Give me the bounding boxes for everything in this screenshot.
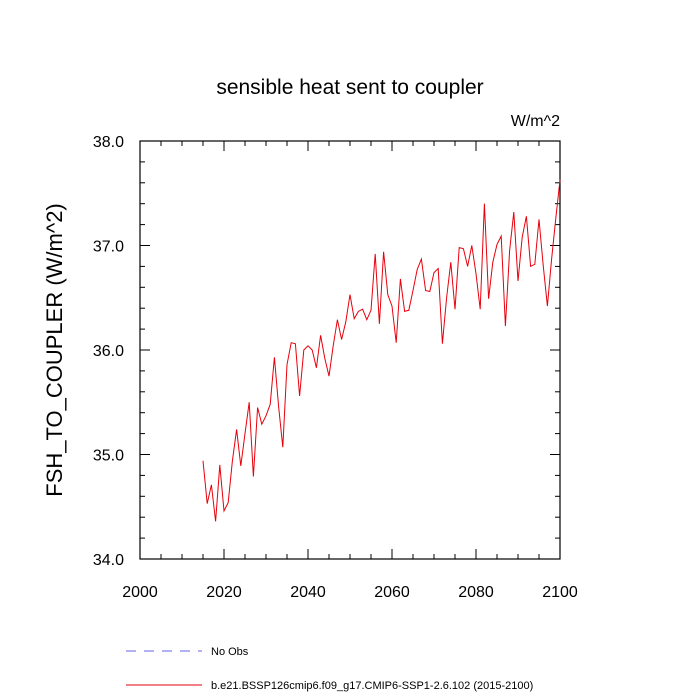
- series-line-0: [202, 179, 561, 522]
- chart-title: sensible heat sent to coupler: [216, 76, 483, 99]
- x-tick-label: 2080: [458, 584, 494, 601]
- y-axis-label: FSH_TO_COUPLER (W/m^2): [42, 203, 67, 497]
- x-tick-label: 2060: [374, 584, 410, 601]
- plot-frame: [139, 140, 561, 560]
- y-tick-label: 37.0: [93, 239, 124, 256]
- y-axis-tick-labels: 34.0 35.0 36.0 37.0 38.0: [93, 134, 124, 569]
- x-axis-ticks: [139, 141, 561, 559]
- y-tick-label: 38.0: [93, 134, 124, 151]
- x-tick-label: 2040: [290, 584, 326, 601]
- units-label: W/m^2: [511, 113, 560, 130]
- x-tick-label: 2100: [542, 584, 578, 601]
- y-tick-label: 36.0: [93, 343, 124, 360]
- y-tick-label: 35.0: [93, 448, 124, 465]
- legend-label-ssp126: b.e21.BSSP126cmip6.f09_g17.CMIP6-SSP1-2.…: [211, 680, 533, 692]
- x-axis-tick-labels: 2000 2020 2040 2060 2080 2100: [122, 584, 578, 601]
- legend-label-no-obs: No Obs: [211, 646, 249, 658]
- legend: No Obs b.e21.BSSP126cmip6.f09_g17.CMIP6-…: [126, 646, 533, 692]
- x-tick-label: 2000: [122, 584, 158, 601]
- y-tick-label: 34.0: [93, 552, 124, 569]
- series-layer: [202, 179, 561, 522]
- x-tick-label: 2020: [206, 584, 242, 601]
- y-axis-ticks: [140, 140, 560, 560]
